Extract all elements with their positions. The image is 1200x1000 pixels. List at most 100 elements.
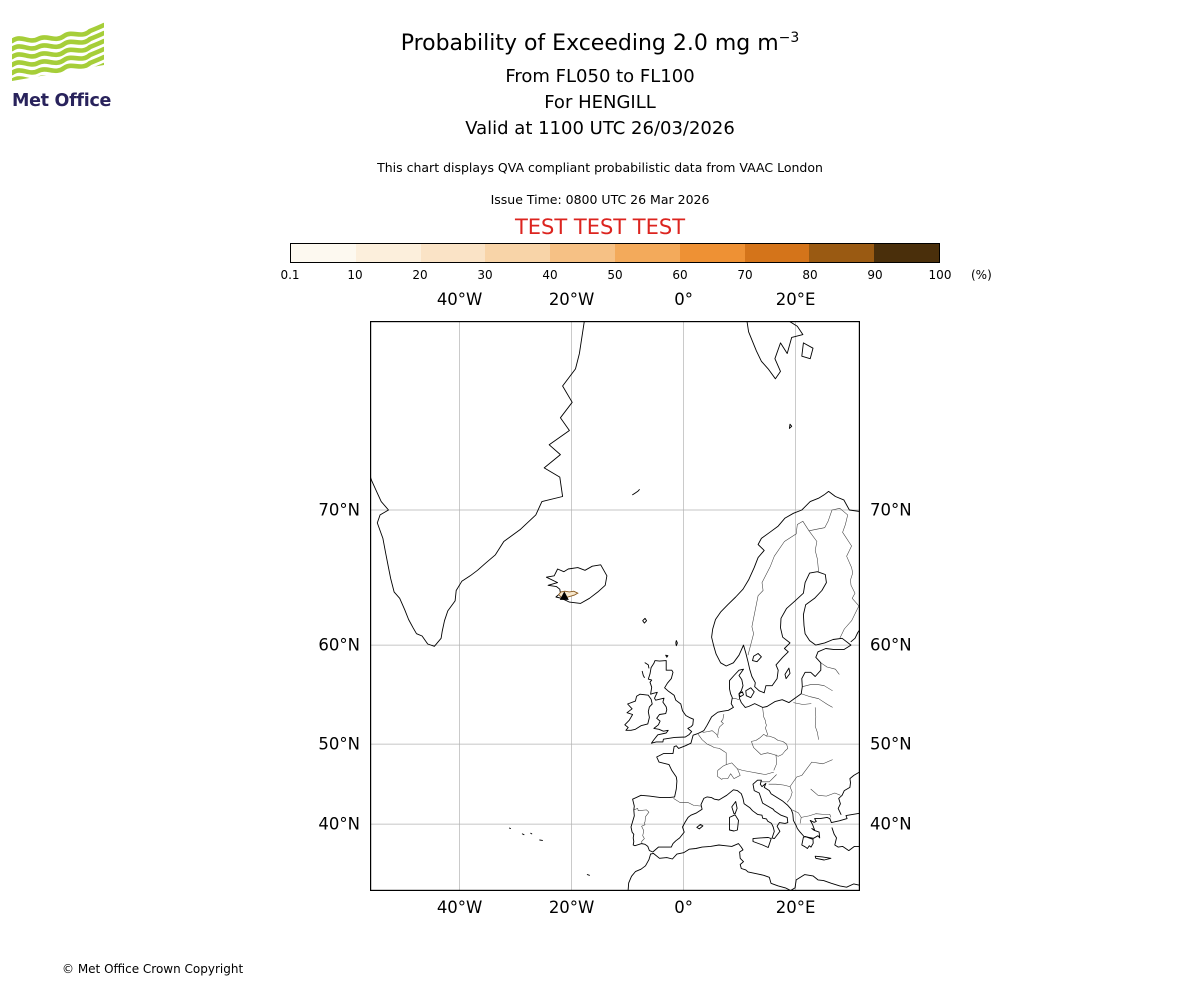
volcano-subtitle: For HENGILL xyxy=(544,92,656,113)
country-border xyxy=(702,730,719,739)
colorbar-unit: (%) xyxy=(971,268,992,282)
colorbar-tick-label: 20 xyxy=(412,268,428,282)
met-office-logo: Met Office xyxy=(12,20,122,111)
country-border xyxy=(633,808,650,845)
country-border xyxy=(820,662,840,675)
lat-label-left: 60°N xyxy=(318,635,360,655)
country-border xyxy=(789,759,833,787)
colorbar-segment xyxy=(550,244,615,262)
colorbar-segment xyxy=(874,244,939,262)
coastline xyxy=(801,342,814,360)
lat-label-right: 40°N xyxy=(870,814,912,834)
country-border xyxy=(751,734,789,757)
coastline xyxy=(545,564,608,604)
coastline xyxy=(675,640,678,647)
country-border xyxy=(793,702,812,705)
coastline xyxy=(647,660,694,744)
colorbar-segment xyxy=(744,244,810,262)
colorbar-tick-label: 50 xyxy=(607,268,623,282)
colorbar-tick-label: 100 xyxy=(928,268,952,282)
lon-label-top: 40°W xyxy=(436,290,483,309)
title-exponent: −3 xyxy=(778,30,800,46)
colorbar-ticks: 0.1 10 20 30 40 50 60 70 80 90 100 xyxy=(280,268,951,284)
coastline xyxy=(586,874,590,876)
qva-note: This chart displays QVA compliant probab… xyxy=(377,160,823,175)
colorbar-tick-label: 90 xyxy=(867,268,883,282)
coastline xyxy=(650,843,860,891)
logo-flag-icon xyxy=(12,22,104,81)
country-border xyxy=(773,754,777,771)
colorbar-gradient xyxy=(291,244,939,262)
coastline xyxy=(644,662,650,669)
test-banner: TEST TEST TEST xyxy=(514,215,686,239)
lon-label-bottom: 0° xyxy=(674,898,693,917)
coastline xyxy=(746,321,804,380)
coastline xyxy=(731,801,738,815)
coastline xyxy=(752,653,762,663)
coastline xyxy=(784,667,791,680)
map-frame xyxy=(370,321,860,891)
country-border xyxy=(673,798,702,807)
lat-label-left: 70°N xyxy=(318,500,360,520)
lon-label-top: 20°E xyxy=(775,290,816,309)
colorbar-segment xyxy=(485,244,551,262)
logo-brand: Met Office xyxy=(12,91,112,111)
coastline xyxy=(665,654,669,658)
coastline xyxy=(738,691,744,698)
country-border xyxy=(760,774,777,783)
country-border xyxy=(747,508,860,656)
colorbar-tick-label: 30 xyxy=(477,268,493,282)
coastline xyxy=(814,855,832,861)
coastline xyxy=(627,853,652,891)
lon-label-bottom: 20°W xyxy=(548,898,595,917)
coastline xyxy=(521,833,525,836)
country-border xyxy=(810,788,841,797)
valid-time-subtitle: Valid at 1100 UTC 26/03/2026 xyxy=(465,118,735,139)
volcano-marker xyxy=(559,591,569,600)
colorbar-tick-label: 10 xyxy=(347,268,363,282)
lon-label-bottom: 40°W xyxy=(436,898,483,917)
country-border xyxy=(737,768,774,775)
colorbar-tick-label: 70 xyxy=(737,268,753,282)
country-border xyxy=(808,530,819,572)
copyright-text: © Met Office Crown Copyright xyxy=(62,962,244,976)
coastline xyxy=(788,423,793,429)
lat-label-right: 50°N xyxy=(870,734,912,754)
lat-label-left: 40°N xyxy=(318,814,360,834)
lon-label-top: 20°W xyxy=(548,290,595,309)
colorbar-tick-label: 80 xyxy=(802,268,818,282)
country-border xyxy=(732,698,740,700)
issue-time: Issue Time: 0800 UTC 26 Mar 2026 xyxy=(490,192,710,207)
colorbar-segment xyxy=(420,244,486,262)
coastline xyxy=(729,814,739,832)
colorbar-tick-label: 60 xyxy=(672,268,688,282)
coastline xyxy=(809,812,860,839)
coastline xyxy=(630,668,814,853)
colorbar-tick-label: 40 xyxy=(542,268,558,282)
country-border xyxy=(697,734,727,765)
coastline xyxy=(801,836,814,849)
colorbar xyxy=(290,243,940,263)
map-canvas xyxy=(370,321,860,891)
colorbar-segment xyxy=(809,244,875,262)
country-border xyxy=(801,693,833,708)
colorbar-segment xyxy=(679,244,745,262)
chart-title-text: Probability of Exceeding 2.0 mg m xyxy=(400,31,779,56)
flight-levels-subtitle: From FL050 to FL100 xyxy=(505,66,695,87)
lat-label-left: 50°N xyxy=(318,734,360,754)
country-border xyxy=(802,684,833,692)
coastline xyxy=(850,629,860,643)
coastline xyxy=(530,832,533,835)
colorbar-segment xyxy=(614,244,680,262)
colorbar-segment xyxy=(355,244,421,262)
lat-label-right: 60°N xyxy=(870,635,912,655)
coastline xyxy=(752,837,772,848)
coastline xyxy=(624,693,653,731)
coastline xyxy=(711,490,860,708)
country-border xyxy=(792,809,802,824)
lon-label-top: 0° xyxy=(674,290,693,309)
map-region: 40°W 40°W 20°W 20°W 0° 0° 20°E 20°E 70°N 70°N 60°N… xyxy=(318,290,911,917)
colorbar-tick-label: 0.1 xyxy=(280,268,300,282)
colorbar-segment xyxy=(291,244,356,262)
